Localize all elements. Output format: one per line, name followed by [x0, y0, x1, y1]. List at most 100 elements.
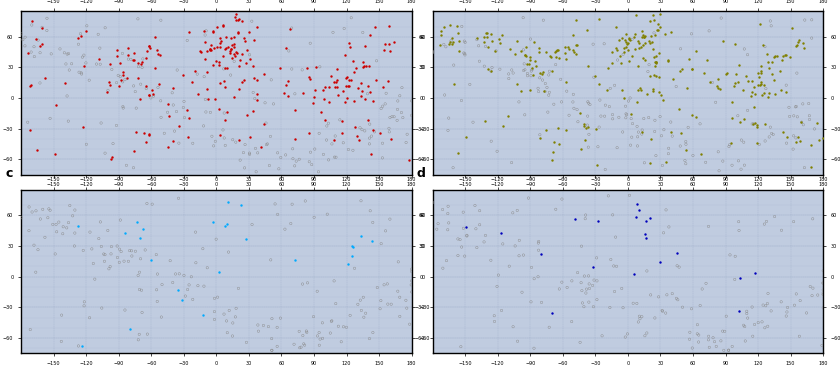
Point: [27, 242, 40, 248]
Point: [209, 58, 223, 64]
Point: [219, 34, 233, 40]
Point: [445, 35, 459, 41]
Point: [325, 318, 339, 324]
Point: [361, 83, 375, 89]
Point: [155, 114, 168, 120]
Point: [65, 61, 78, 67]
Point: [437, 41, 450, 47]
Point: [363, 121, 376, 127]
Point: [328, 79, 341, 85]
Point: [377, 47, 391, 53]
Point: [232, 137, 245, 143]
Point: [580, 125, 593, 131]
Point: [537, 17, 550, 23]
Point: [75, 33, 88, 39]
Point: [630, 301, 643, 307]
Point: [200, 86, 213, 92]
Point: [759, 86, 773, 92]
Point: [280, 45, 293, 51]
Point: [579, 212, 592, 218]
Point: [288, 91, 302, 97]
Point: [374, 129, 387, 135]
Point: [359, 64, 372, 70]
Point: [711, 83, 724, 89]
Point: [252, 328, 265, 334]
Point: [243, 151, 256, 157]
Point: [285, 66, 298, 72]
Point: [401, 131, 414, 137]
Point: [760, 51, 774, 57]
Point: [439, 44, 453, 50]
Point: [265, 336, 278, 341]
Point: [478, 39, 491, 45]
Point: [723, 142, 737, 148]
Point: [312, 130, 326, 136]
Point: [617, 45, 631, 51]
Point: [728, 276, 742, 282]
Point: [134, 235, 147, 241]
Point: [601, 87, 614, 93]
Point: [791, 134, 805, 140]
Point: [375, 241, 388, 247]
Point: [381, 78, 395, 84]
Point: [524, 299, 538, 305]
Point: [690, 48, 703, 54]
Point: [756, 42, 769, 48]
Point: [105, 156, 118, 162]
Point: [226, 137, 239, 143]
Point: [496, 124, 510, 129]
Point: [571, 270, 585, 276]
Point: [753, 141, 766, 147]
Point: [356, 60, 370, 65]
Point: [288, 107, 302, 113]
Point: [580, 27, 594, 33]
Point: [512, 237, 526, 243]
Point: [105, 244, 118, 250]
Point: [363, 141, 376, 147]
Point: [143, 43, 156, 49]
Point: [142, 92, 155, 98]
Point: [582, 299, 596, 305]
Point: [754, 70, 768, 76]
Point: [694, 151, 707, 157]
Point: [774, 299, 788, 305]
Point: [192, 283, 205, 289]
Point: [21, 50, 34, 56]
Point: [387, 114, 401, 120]
Point: [125, 253, 139, 259]
Point: [199, 28, 213, 34]
Point: [712, 168, 726, 174]
Point: [239, 236, 253, 242]
Point: [460, 233, 474, 239]
Point: [110, 122, 123, 128]
Point: [355, 127, 369, 133]
Point: [385, 301, 398, 307]
Point: [83, 315, 97, 321]
Point: [779, 52, 792, 58]
Point: [302, 159, 316, 165]
Point: [24, 327, 37, 333]
Point: [218, 46, 232, 52]
Point: [329, 78, 343, 84]
Point: [795, 119, 808, 125]
Point: [228, 314, 242, 320]
Point: [589, 126, 602, 132]
Point: [136, 56, 150, 62]
Point: [803, 116, 816, 122]
Point: [399, 140, 412, 145]
Point: [611, 145, 624, 151]
Point: [590, 163, 603, 169]
Point: [366, 219, 380, 225]
Point: [694, 302, 707, 308]
Point: [213, 269, 226, 275]
Point: [257, 323, 270, 328]
Point: [432, 221, 445, 227]
Point: [802, 100, 816, 106]
Point: [366, 127, 380, 133]
Point: [74, 31, 87, 37]
Point: [466, 119, 480, 125]
Point: [582, 131, 596, 137]
Point: [302, 74, 315, 80]
Point: [34, 50, 47, 56]
Point: [206, 219, 219, 225]
